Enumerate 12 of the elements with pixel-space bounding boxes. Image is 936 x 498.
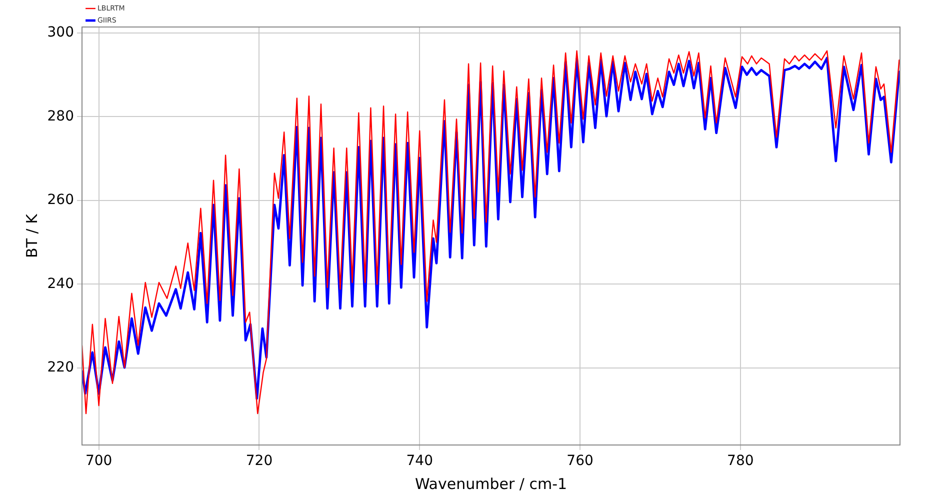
y-axis-title: BT / K <box>22 212 41 258</box>
x-axis-title: Wavenumber / cm-1 <box>414 474 568 493</box>
x-tick-label: 740 <box>406 453 433 470</box>
x-tick-label: 720 <box>246 453 273 470</box>
y-tick-label: 300 <box>47 24 74 41</box>
y-tick-label: 280 <box>47 108 74 124</box>
y-tick-label: 240 <box>47 276 74 292</box>
y-tick-label: 260 <box>47 192 74 208</box>
x-tick-label: 760 <box>566 453 594 470</box>
x-tick-label: 780 <box>727 453 754 470</box>
x-tick-label: 700 <box>85 453 112 470</box>
y-tick-label: 220 <box>47 360 74 376</box>
